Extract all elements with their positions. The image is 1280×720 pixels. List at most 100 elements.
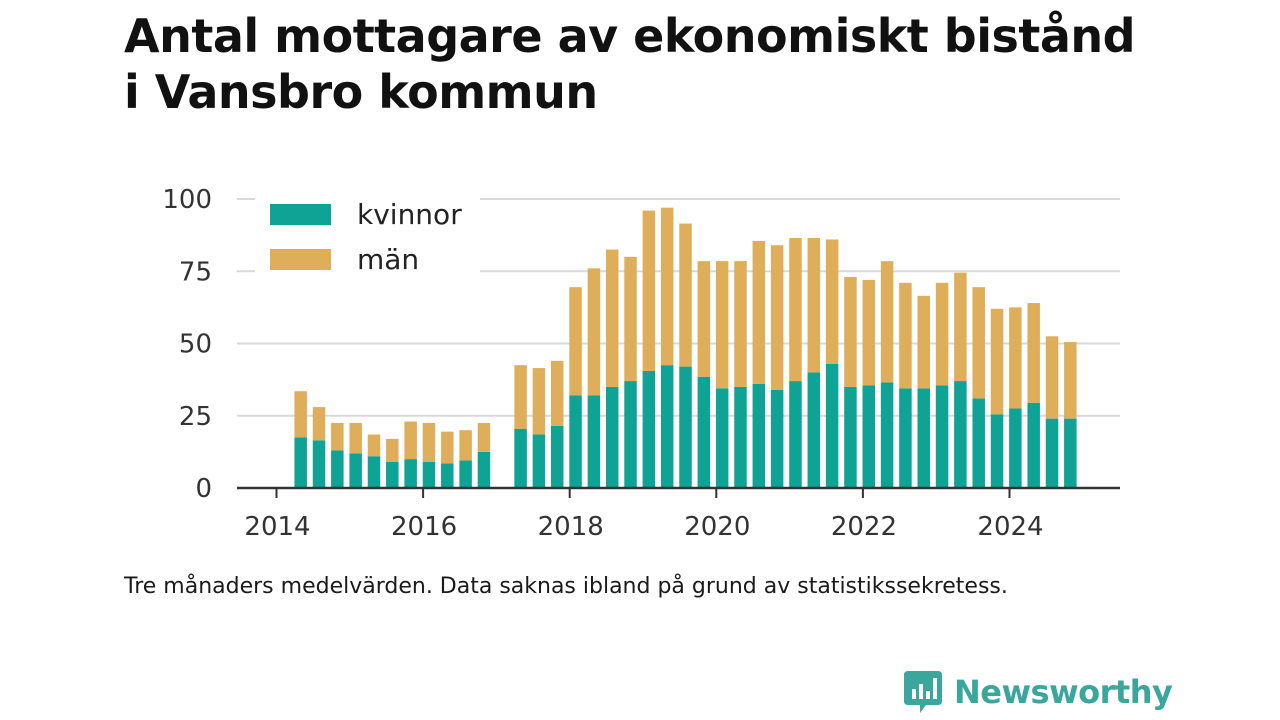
x-tick-label-2020: 2020: [684, 512, 750, 542]
bar-kvinnor: [789, 381, 802, 488]
legend-label-kvinnor: kvinnor: [357, 198, 462, 231]
bar-man: [550, 360, 564, 426]
bar-man: [954, 272, 967, 382]
bar-man: [752, 240, 766, 384]
legend-swatch-kvinnor: [270, 204, 331, 225]
bar-man: [990, 308, 1004, 415]
bars: [294, 207, 1077, 488]
bar-man: [349, 422, 362, 454]
bar-kvinnor: [514, 428, 527, 488]
bar-man: [825, 239, 839, 364]
bar-man: [1009, 307, 1022, 409]
bar-kvinnor: [679, 366, 692, 488]
bar-man: [1064, 342, 1077, 419]
bar-kvinnor: [752, 383, 766, 488]
bar-kvinnor: [697, 376, 711, 488]
bar-kvinnor: [349, 453, 362, 488]
bar-kvinnor: [624, 381, 637, 488]
bar-man: [624, 256, 637, 382]
bar-kvinnor: [605, 386, 619, 488]
bar-man: [422, 422, 436, 462]
bar-kvinnor: [386, 461, 399, 488]
bar-kvinnor: [734, 386, 747, 488]
bar-kvinnor: [825, 363, 839, 488]
bar-man: [386, 438, 399, 462]
bar-man: [642, 210, 656, 371]
bar-kvinnor: [441, 463, 454, 488]
y-tick-label-0: 0: [195, 474, 212, 504]
bar-man: [477, 422, 491, 452]
legend: kvinnor män: [255, 190, 480, 280]
bar-kvinnor: [331, 450, 344, 488]
bar-kvinnor: [660, 365, 674, 488]
bar-kvinnor: [312, 440, 326, 488]
bar-man: [367, 434, 381, 457]
x-tick-label-2018: 2018: [538, 512, 604, 542]
bar-man: [1027, 303, 1040, 403]
x-tick-label-2022: 2022: [831, 512, 897, 542]
bar-kvinnor: [862, 385, 876, 488]
bar-man: [441, 431, 454, 464]
bar-man: [569, 287, 582, 396]
bar-man: [917, 295, 930, 389]
bar-kvinnor: [1064, 418, 1077, 488]
bar-man: [514, 365, 527, 429]
bar-kvinnor: [899, 388, 912, 488]
bar-man: [734, 261, 747, 387]
bar-man: [697, 261, 711, 377]
bar-kvinnor: [1027, 402, 1040, 488]
bar-kvinnor: [550, 425, 564, 488]
legend-label-man: män: [357, 243, 419, 276]
bar-kvinnor: [587, 395, 601, 488]
x-tick-label-2014: 2014: [244, 512, 310, 542]
bar-kvinnor: [532, 434, 546, 488]
bar-man: [862, 279, 876, 386]
x-axis: 2014 2016 2018 2020 2022 2024: [237, 486, 1120, 542]
y-tick-label-50: 50: [179, 330, 212, 360]
newsworthy-logo: Newsworthy: [902, 670, 1173, 714]
brand-name: Newsworthy: [954, 673, 1173, 711]
bar-kvinnor: [770, 389, 784, 488]
y-tick-label-100: 100: [162, 185, 212, 215]
bar-man: [844, 277, 857, 387]
bar-kvinnor: [459, 460, 472, 488]
bar-kvinnor: [404, 459, 417, 488]
bar-kvinnor: [954, 381, 967, 488]
y-tick-label-25: 25: [179, 402, 212, 432]
bar-kvinnor: [807, 372, 821, 488]
bar-man: [404, 421, 417, 460]
bar-man: [789, 238, 802, 382]
bar-man: [807, 238, 821, 373]
bar-man: [605, 249, 619, 387]
y-tick-label-75: 75: [179, 257, 212, 287]
bar-man: [899, 282, 912, 389]
bar-kvinnor: [880, 382, 894, 488]
legend-swatch-man: [270, 249, 331, 270]
bar-kvinnor: [972, 398, 985, 488]
bar-man: [294, 391, 307, 438]
bar-kvinnor: [917, 388, 930, 488]
bar-kvinnor: [294, 437, 307, 488]
bar-man: [532, 368, 546, 435]
chart-title-line-1: Antal mottagare av ekonomiskt bistånd: [124, 9, 1136, 63]
bar-man: [679, 223, 692, 367]
bar-man: [331, 422, 344, 451]
chat-bar-chart-icon: [904, 671, 942, 713]
bar-man: [715, 261, 729, 389]
bar-kvinnor: [477, 451, 491, 488]
bar-man: [312, 407, 326, 441]
bar-kvinnor: [422, 461, 436, 488]
y-axis-ticks: 0 25 50 75 100: [162, 185, 212, 504]
bar-man: [459, 430, 472, 461]
bar-man: [587, 268, 601, 396]
x-tick-label-2016: 2016: [391, 512, 457, 542]
bar-kvinnor: [367, 456, 381, 488]
chart-title-line-2: i Vansbro kommun: [124, 65, 598, 119]
chart-caption: Tre månaders medelvärden. Data saknas ib…: [124, 574, 1008, 599]
bar-kvinnor: [935, 385, 949, 488]
bar-kvinnor: [1045, 418, 1059, 488]
stacked-bar-chart: 0 25 50 75 100 2014 2016 2018 2020 2022 2024 kvin…: [162, 185, 1120, 542]
chart-title: Antal mottagare av ekonomiskt bistånd i …: [124, 8, 1204, 120]
x-tick-label-2024: 2024: [977, 512, 1043, 542]
bar-kvinnor: [1009, 408, 1022, 488]
